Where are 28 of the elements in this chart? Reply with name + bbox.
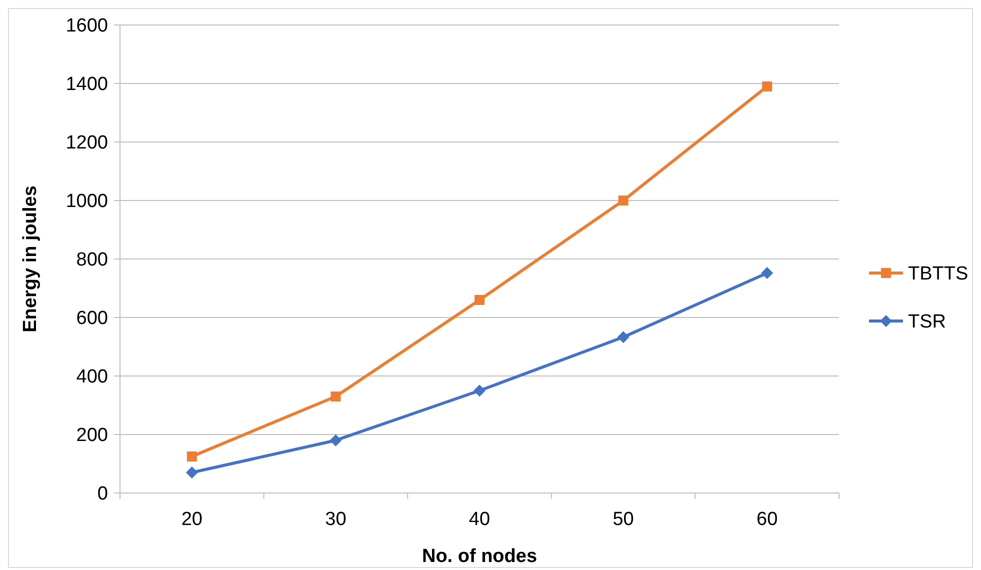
x-tick-label: 50 <box>612 509 634 530</box>
y-tick-label: 1400 <box>66 74 108 96</box>
point <box>762 81 772 92</box>
point <box>618 196 628 206</box>
point <box>474 384 486 397</box>
point <box>474 294 484 305</box>
y-tick-label: 400 <box>76 366 108 388</box>
point <box>761 267 774 280</box>
point <box>617 331 630 344</box>
point <box>330 391 341 402</box>
legend-label: TSR <box>908 312 946 333</box>
x-tick-label: 40 <box>468 509 490 530</box>
legend-label: TBTTS <box>908 264 968 285</box>
y-tick-label: 800 <box>76 250 108 271</box>
y-tick-label: 1000 <box>66 191 108 212</box>
x-axis-title: No. of nodes <box>422 546 538 567</box>
point <box>186 451 197 462</box>
point <box>330 434 342 446</box>
x-tick-label: 60 <box>756 509 778 530</box>
point <box>186 466 198 479</box>
y-axis-title: Energy in joules <box>20 186 41 332</box>
y-tick-label: 600 <box>76 308 108 330</box>
y-tick-label: 0 <box>97 484 108 505</box>
y-tick-label: 1200 <box>66 132 108 154</box>
x-tick-label: 30 <box>325 509 346 530</box>
y-tick-label: 200 <box>76 425 108 446</box>
x-tick-label: 20 <box>181 509 202 530</box>
y-tick-label: 1600 <box>66 16 108 37</box>
